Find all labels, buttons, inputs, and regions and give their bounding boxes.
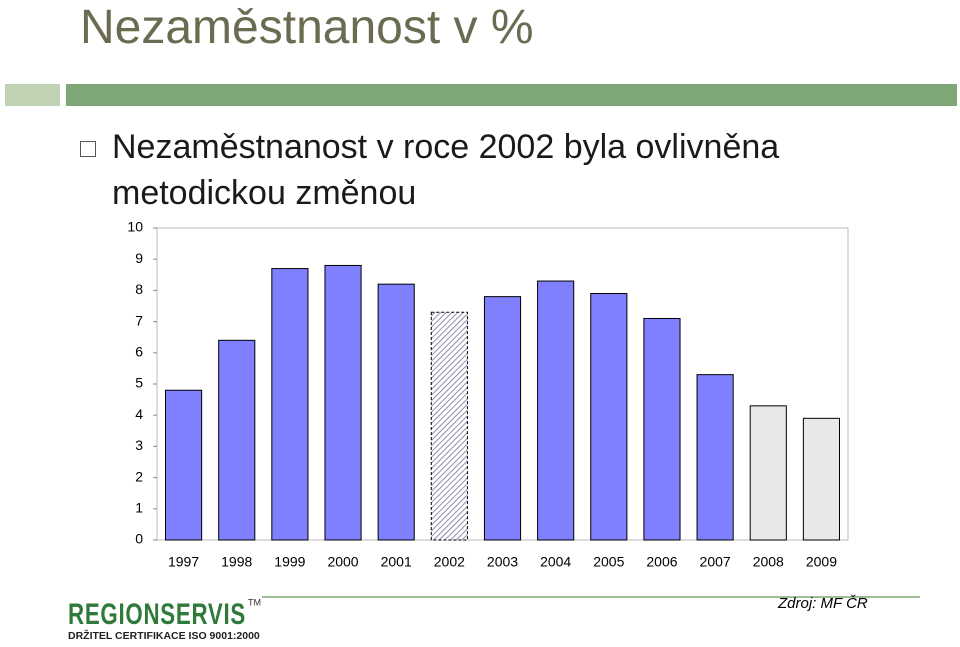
x-tick-label: 1998 <box>221 554 252 570</box>
header-bar <box>66 84 957 106</box>
x-tick-label: 2005 <box>593 554 624 570</box>
x-tick-label: 2000 <box>327 554 358 570</box>
y-tick-label: 2 <box>135 468 143 484</box>
bullet-text: Nezaměstnanost v roce 2002 byla ovlivněn… <box>112 128 780 212</box>
logo: REGIONSERVIS <box>68 598 246 631</box>
y-tick-label: 9 <box>135 250 143 266</box>
y-tick-label: 4 <box>135 406 143 422</box>
bullet-marker <box>80 141 96 157</box>
slide-title: Nezaměstnanost v % <box>80 1 534 54</box>
x-tick-label: 1997 <box>168 554 199 570</box>
y-tick-label: 5 <box>135 375 143 391</box>
y-tick-label: 3 <box>135 437 143 453</box>
bar <box>430 311 468 541</box>
bar <box>165 389 203 541</box>
bar <box>271 268 309 541</box>
y-tick-label: 1 <box>135 500 143 516</box>
bar <box>802 417 840 541</box>
bar <box>324 264 362 541</box>
certificate: DRŽITEL CERTIFIKACE ISO 9001:2000 <box>68 629 260 642</box>
y-tick-label: 0 <box>135 531 143 547</box>
x-tick-label: 2006 <box>646 554 677 570</box>
x-tick-label: 2002 <box>434 554 465 570</box>
y-tick-label: 6 <box>135 344 143 360</box>
bar <box>643 317 681 541</box>
x-tick-label: 2003 <box>487 554 518 570</box>
x-tick-label: 2008 <box>753 554 784 570</box>
bar <box>696 374 734 541</box>
y-tick-label: 10 <box>127 219 143 235</box>
x-tick-label: 1999 <box>274 554 305 570</box>
source: Zdroj: MF ČR <box>777 595 868 612</box>
bar <box>537 280 575 541</box>
y-tick-label: 7 <box>135 312 143 328</box>
x-tick-label: 2009 <box>806 554 837 570</box>
header-bar-left <box>5 84 60 106</box>
x-tick-label: 2007 <box>700 554 731 570</box>
bar <box>483 296 522 541</box>
x-tick-label: 2004 <box>540 554 571 570</box>
trademark: TM <box>248 597 261 607</box>
bar <box>590 293 628 541</box>
bar <box>377 283 415 541</box>
bar <box>749 405 787 541</box>
x-tick-label: 2001 <box>381 554 412 570</box>
bar <box>218 339 256 541</box>
y-tick-label: 8 <box>135 281 143 297</box>
